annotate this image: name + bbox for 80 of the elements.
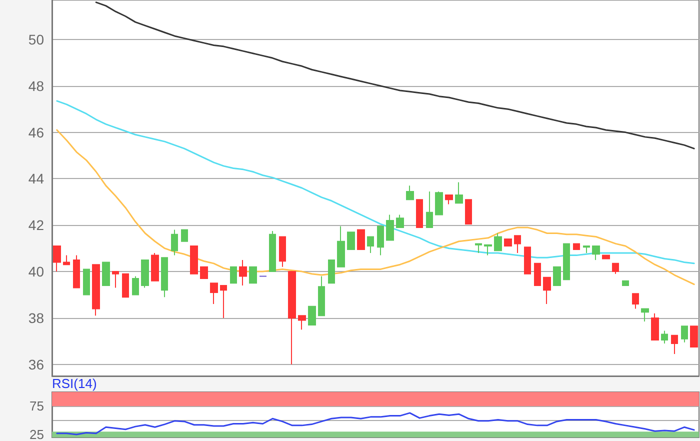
y-tick-label: 40 [28,264,44,280]
candlestick [445,194,453,205]
candlestick [308,306,316,326]
candlestick [386,214,394,241]
candlestick [622,280,629,286]
candlestick [377,226,384,256]
candlestick [53,246,61,272]
candlestick [632,293,639,310]
candlestick [132,276,139,296]
candlestick [141,259,149,288]
candlestick [514,235,521,254]
candlestick [484,244,492,256]
candlestick [347,232,355,250]
candlestick [602,254,610,260]
candlestick [171,229,178,256]
line-series [56,412,695,436]
y-tick-label: 44 [28,170,44,187]
candlestick [210,282,218,305]
candlestick [573,243,580,250]
y-tick-label: 36 [28,356,44,372]
y-tick-label: 50 [28,31,44,48]
candlestick [406,185,414,200]
candlestick [200,266,208,280]
y-tick-label: 25 [30,427,44,441]
candlestick [465,199,472,224]
y-tick-label: 38 [28,310,44,326]
candlestick [337,226,345,268]
candlestick [681,326,688,343]
candlestick [190,246,198,274]
candlestick [73,254,80,288]
candlestick [455,182,463,204]
candlestick [328,259,335,284]
chart-title: RSI(14) [52,376,97,391]
candlestick [288,271,296,365]
line-series [56,100,695,264]
candlestick [651,312,659,341]
candlestick [661,330,668,344]
candlestick [583,246,590,254]
y-tick-label: 46 [28,124,44,140]
candlestick [671,334,678,354]
candlestick [102,262,110,286]
candlestick [279,236,286,268]
candlestick [435,190,443,216]
candlestick [592,246,600,260]
candlestick [612,262,619,274]
line-series [95,2,695,150]
candlestick [504,238,512,247]
candlestick [112,271,119,288]
candlestick [92,264,100,316]
candlestick [690,326,698,348]
candlestick [553,266,561,286]
candlestick [641,308,649,322]
candlestick [230,266,237,284]
candlestick [534,262,541,286]
candlestick [426,190,433,228]
candlestick [475,243,482,254]
y-tick-label: 48 [28,78,44,94]
candlestick [416,199,423,228]
candlestick [249,266,257,284]
candlestick [181,229,188,242]
candlestick [161,257,168,298]
candlestick [543,276,551,305]
y-tick-label: 42 [28,217,44,234]
candlestick [298,315,306,330]
candlestick [318,276,325,316]
candlestick [367,236,374,254]
y-tick-label: 75 [30,398,44,414]
candlestick [269,230,276,272]
line-series [56,129,695,286]
candlestick [563,243,570,280]
candlestick [63,254,70,266]
candlestick [524,246,531,274]
candlestick [220,284,227,318]
candlestick [151,252,159,282]
candlestick [396,214,404,228]
candlestick [494,232,502,252]
candlestick [239,259,247,286]
candlestick [122,273,129,298]
candlestick [357,229,365,250]
candlestick [83,268,90,296]
